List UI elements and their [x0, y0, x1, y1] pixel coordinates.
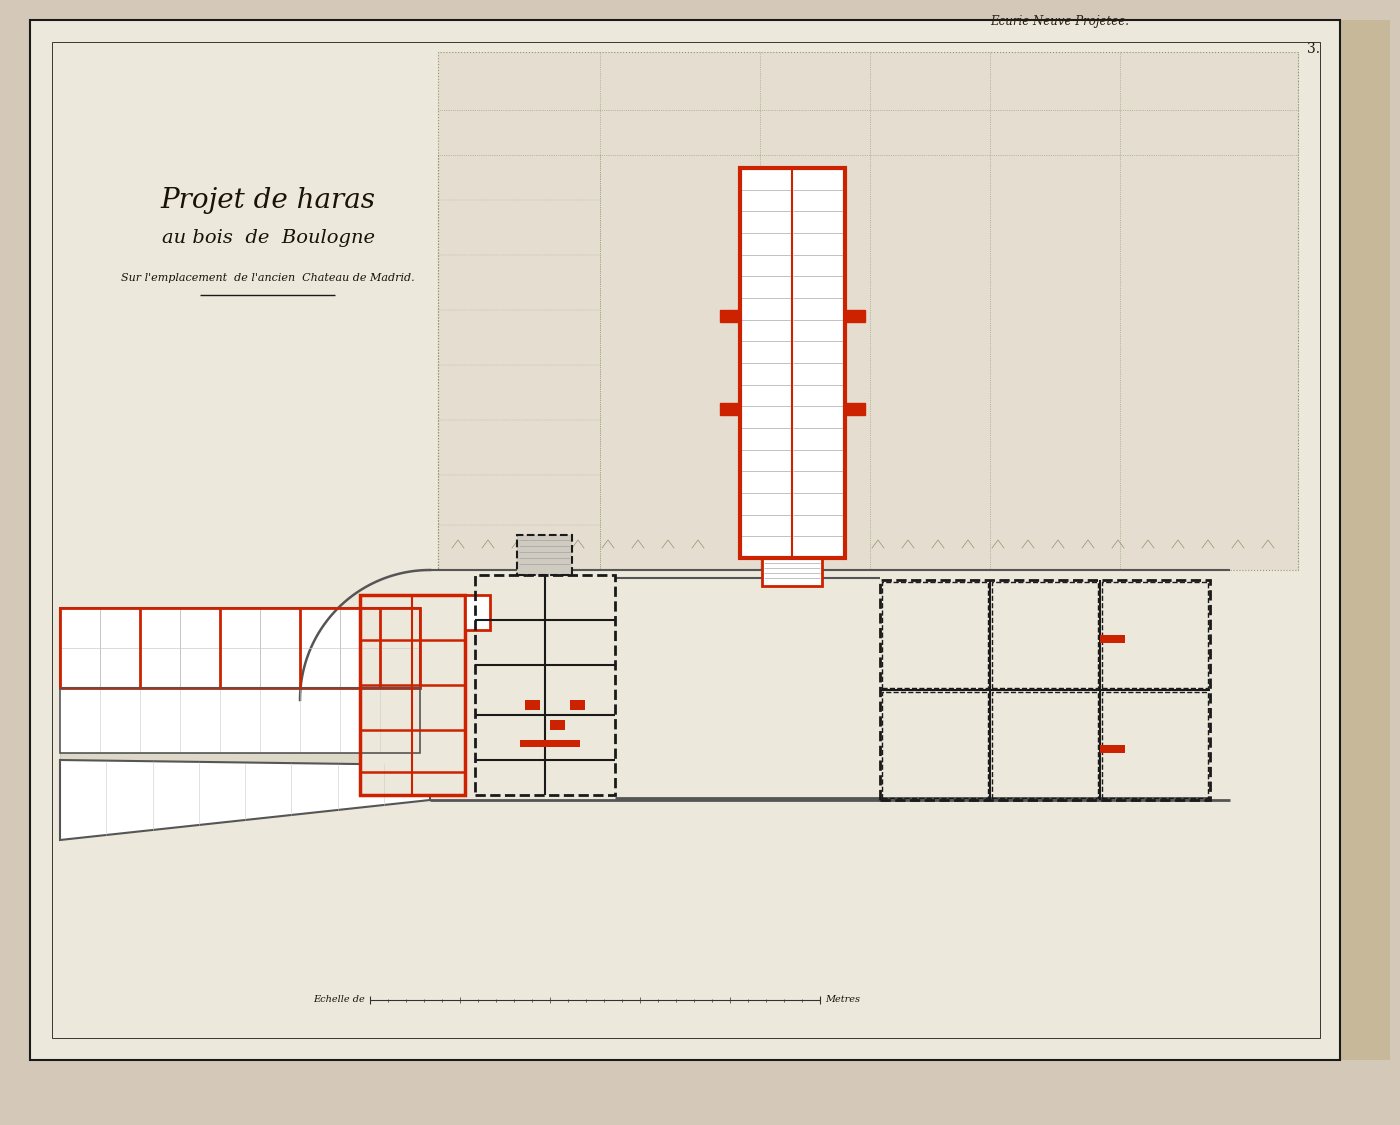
Bar — [1100, 634, 1126, 643]
Bar — [720, 310, 741, 322]
Bar — [438, 52, 1298, 570]
Bar — [741, 168, 846, 558]
Bar — [1102, 692, 1208, 798]
Bar — [525, 700, 540, 710]
Bar — [846, 403, 865, 415]
Bar — [882, 582, 988, 688]
Bar — [1340, 20, 1390, 1060]
Bar — [519, 740, 580, 747]
Bar — [846, 403, 865, 415]
Bar — [1102, 582, 1208, 688]
Bar — [60, 608, 420, 688]
Text: Echelle de: Echelle de — [314, 996, 365, 1005]
Bar — [475, 575, 615, 795]
Polygon shape — [60, 760, 430, 840]
Bar — [360, 595, 465, 795]
Bar — [60, 608, 420, 688]
Bar — [762, 558, 822, 586]
Bar — [438, 52, 1298, 570]
Bar — [846, 310, 865, 322]
Bar — [360, 595, 465, 795]
Bar — [517, 536, 573, 575]
Bar — [60, 688, 420, 753]
Bar — [550, 720, 566, 730]
Bar — [60, 753, 420, 787]
Text: Metres: Metres — [825, 996, 860, 1005]
Text: Sur l'emplacement  de l'ancien  Chateau de Madrid.: Sur l'emplacement de l'ancien Chateau de… — [122, 273, 414, 284]
Bar — [741, 168, 846, 558]
Bar — [720, 403, 741, 415]
Bar — [52, 42, 1320, 1038]
Text: 3.: 3. — [1308, 42, 1320, 56]
Text: Projet de haras: Projet de haras — [161, 187, 375, 214]
Bar — [881, 580, 1210, 800]
Bar — [517, 536, 573, 575]
Bar — [846, 310, 865, 322]
Bar — [993, 582, 1098, 688]
Bar — [60, 688, 420, 753]
Bar — [720, 310, 741, 322]
Bar — [881, 580, 1210, 800]
Bar — [60, 753, 420, 787]
Text: au bois  de  Boulogne: au bois de Boulogne — [161, 229, 375, 248]
Bar — [570, 700, 585, 710]
Bar — [720, 403, 741, 415]
Bar — [60, 608, 420, 688]
Bar — [762, 558, 822, 586]
Bar — [465, 595, 490, 630]
Bar — [882, 692, 988, 798]
Bar — [993, 692, 1098, 798]
Bar — [1100, 745, 1126, 753]
Text: Ecurie Neuve Projetee.: Ecurie Neuve Projetee. — [991, 15, 1130, 28]
Bar — [475, 575, 615, 795]
